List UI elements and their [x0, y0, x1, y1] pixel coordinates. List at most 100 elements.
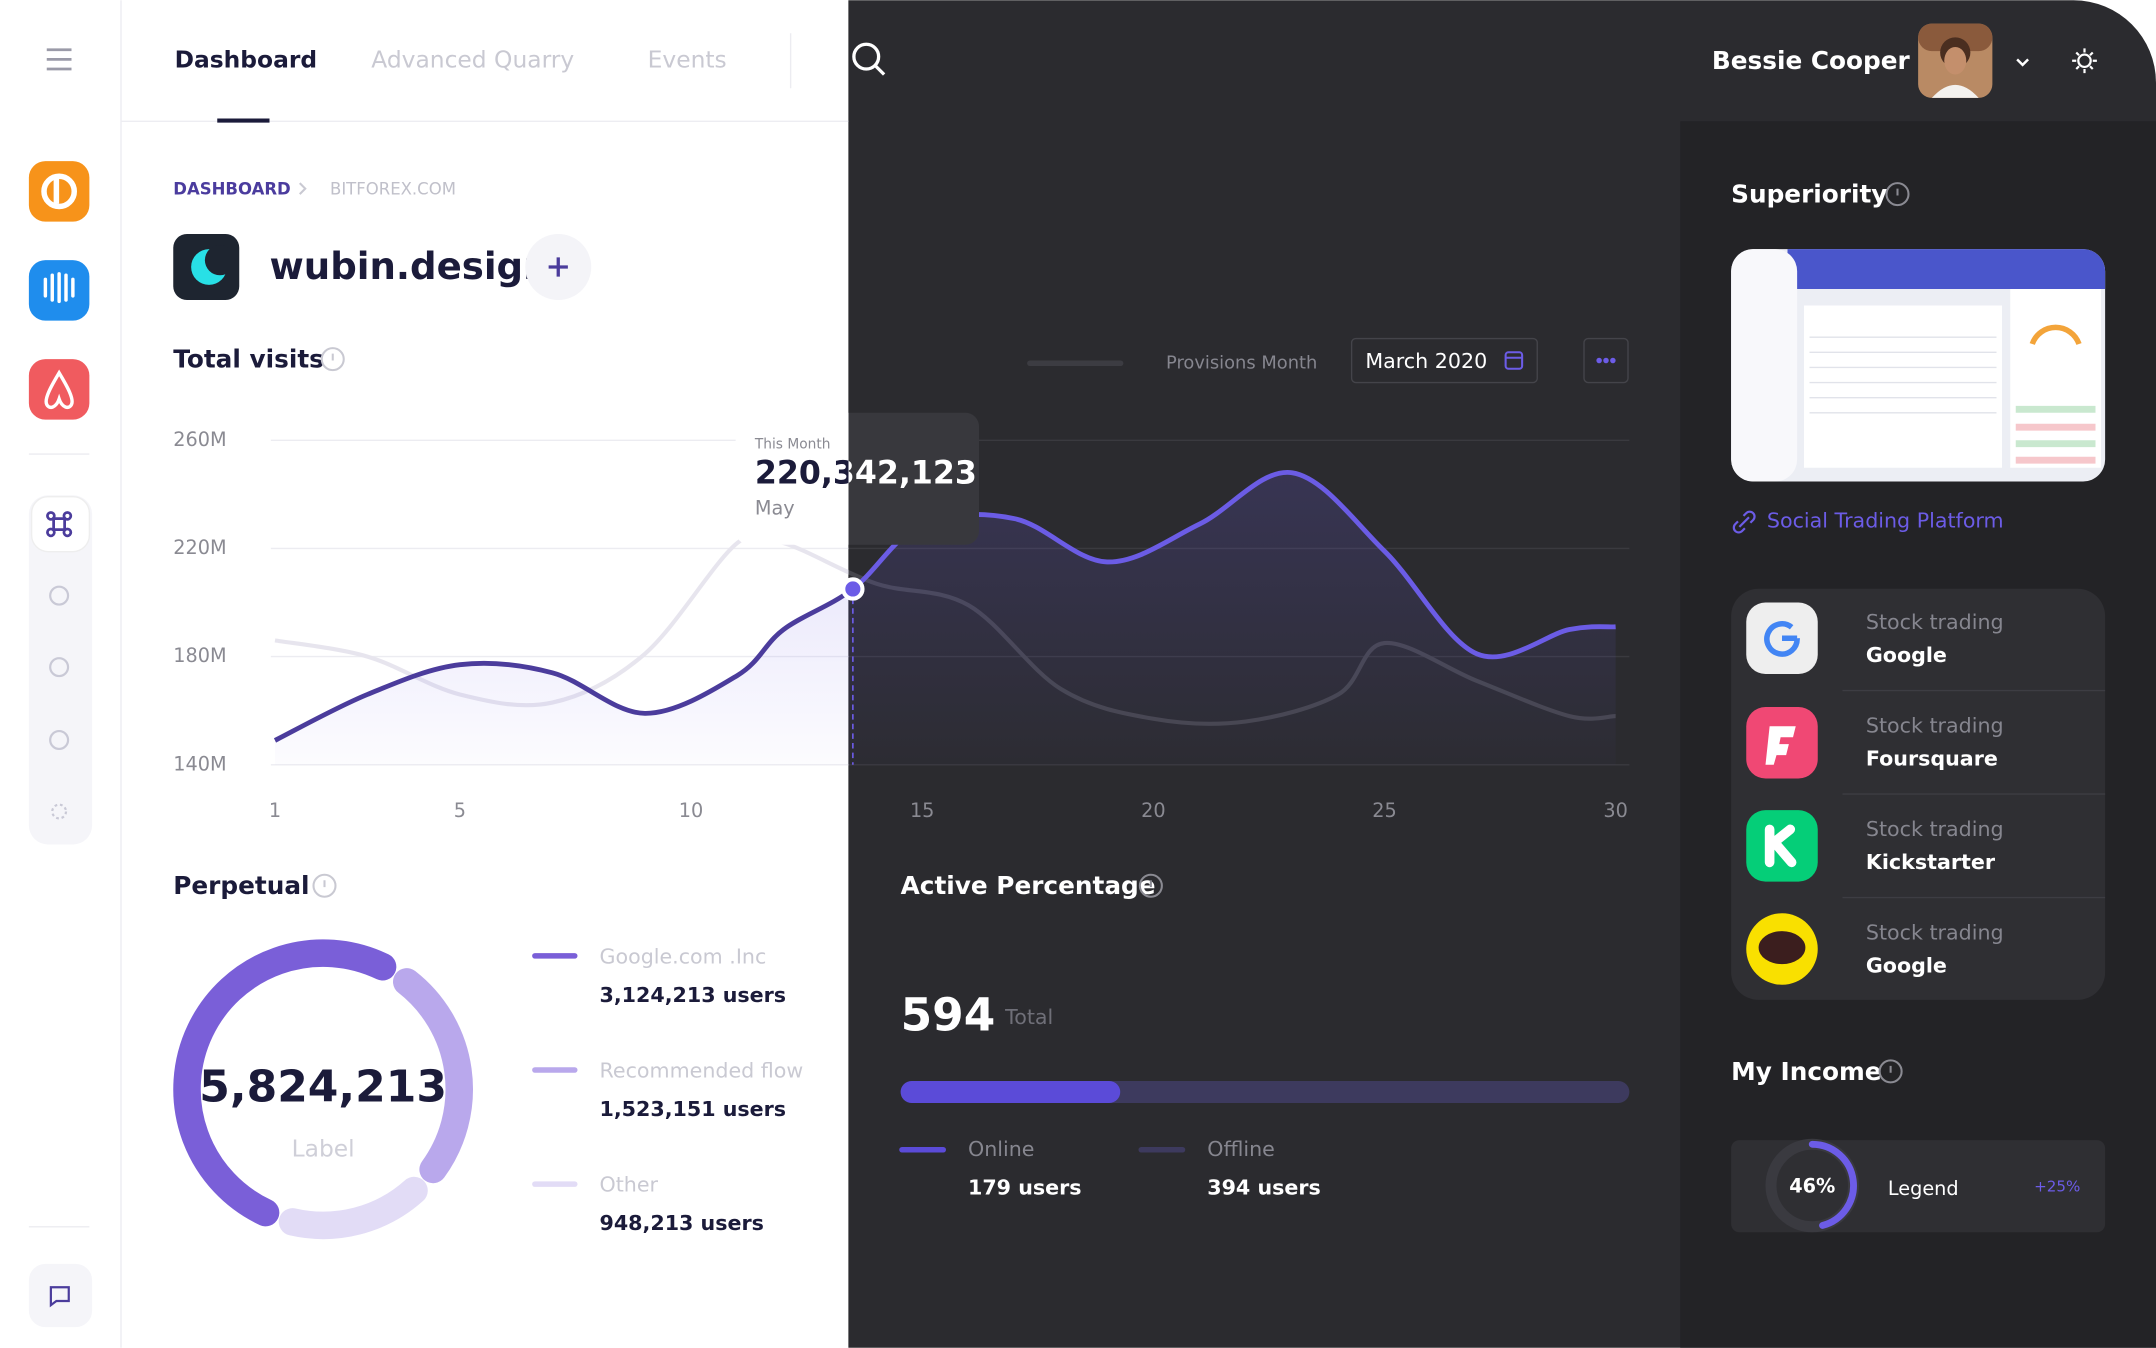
x-tick-label: 15: [910, 799, 935, 822]
section-title: Perpetual: [173, 871, 309, 900]
stock-label: Stock trading: [1866, 610, 2004, 634]
user-name[interactable]: Bessie Cooper: [1712, 46, 1911, 75]
command-icon[interactable]: [46, 511, 73, 538]
tool-active[interactable]: [30, 495, 91, 553]
date-value[interactable]: March 2020: [1365, 349, 1487, 373]
donut-segment: [278, 1176, 428, 1240]
donut-segment: [392, 968, 473, 1184]
legend-value: 1,523,151 users: [600, 1097, 787, 1121]
gauge-legend: Legend: [1888, 1177, 1959, 1200]
site-logo: [173, 234, 240, 300]
section-title: Total visits: [173, 345, 324, 374]
donut-label: Label: [292, 1134, 355, 1162]
theme-toggle[interactable]: [2072, 48, 2097, 74]
section-title: Superiority: [1731, 180, 1887, 209]
period-label: Provisions Month: [1166, 352, 1317, 373]
progress-fill: [900, 1081, 1121, 1103]
info-icon[interactable]: [312, 873, 337, 898]
stock-logo-mark: [1758, 931, 1806, 965]
donut-segment: [173, 939, 397, 1227]
breadcrumb-separator: [299, 182, 307, 195]
stock-logo-mark: [1765, 726, 1796, 765]
section-title: My Income: [1731, 1057, 1881, 1086]
stock-items: Stock trading Google Stock trading Foursqua…: [1746, 602, 2106, 985]
legend-value: 948,213 users: [600, 1211, 764, 1235]
tool-column: [28, 495, 93, 845]
section-title: Active Percentage: [901, 871, 1156, 900]
stock-item[interactable]: Stock trading Google: [1746, 913, 2004, 985]
chat-icon: [49, 1286, 70, 1308]
menu-button[interactable]: [46, 48, 72, 71]
intercom-app[interactable]: [28, 260, 90, 321]
info-icon[interactable]: [1138, 873, 1163, 898]
airbnb-app[interactable]: [28, 359, 90, 420]
stock-name: Google: [1866, 954, 1947, 978]
total-value: 594: [901, 988, 996, 1041]
stock-item[interactable]: Stock trading Foursquare: [1746, 707, 2106, 795]
bitcoin-app[interactable]: [28, 161, 90, 222]
platform-thumbnail[interactable]: [1731, 249, 2106, 482]
income-card: [1731, 1140, 2106, 1233]
calendar-icon: [1504, 351, 1524, 370]
info-icon[interactable]: [1885, 182, 1910, 207]
stock-logo-mark: [1764, 621, 1800, 657]
breadcrumb-item[interactable]: DASHBOARD: [173, 180, 291, 199]
avatar[interactable]: [1918, 23, 1993, 98]
x-tick-label: 30: [1603, 799, 1628, 822]
tab[interactable]: Dashboard: [175, 45, 317, 73]
stock-item[interactable]: Stock trading Google: [1746, 602, 2106, 692]
x-tick-label: 1: [269, 799, 281, 822]
add-button[interactable]: [525, 234, 592, 300]
y-tick-label: 260M: [173, 428, 226, 451]
info-icon[interactable]: [1878, 1059, 1903, 1084]
x-tick-label: 5: [454, 799, 466, 822]
x-tick-label: 10: [679, 799, 704, 822]
y-tick-label: 140M: [173, 752, 226, 775]
breadcrumb-item[interactable]: BITFOREX.COM: [330, 180, 456, 199]
stock-label: Stock trading: [1866, 714, 2004, 738]
user-menu-chevron[interactable]: [2016, 58, 2030, 67]
stock-logo: [1746, 707, 1818, 779]
site-name: wubin.design: [270, 245, 550, 288]
tab-underline: [217, 118, 270, 123]
stock-name: Kickstarter: [1866, 850, 1996, 874]
x-tick-label: 20: [1141, 799, 1166, 822]
donut-total: 5,824,213: [199, 1061, 447, 1112]
stock-label: Stock trading: [1866, 921, 2004, 945]
legend-value: 3,124,213 users: [600, 983, 787, 1007]
x-tick-label: 25: [1372, 799, 1397, 822]
hover-point: [841, 577, 865, 601]
legend-label: Online: [968, 1137, 1034, 1161]
donut-chart: Google.com .Inc 3,124,213 users Recommende…: [173, 939, 804, 1240]
tab[interactable]: Advanced Quarry: [371, 45, 574, 73]
total-label: Total: [1004, 1005, 1053, 1029]
date-picker[interactable]: [1350, 337, 1538, 384]
clock-icon[interactable]: [49, 657, 70, 678]
stock-name: Foursquare: [1866, 747, 1998, 771]
income-change: +25%: [2034, 1177, 2080, 1195]
info-icon[interactable]: [320, 347, 345, 372]
loader-icon[interactable]: [51, 803, 68, 820]
sidebar: [28, 48, 93, 1328]
chart-icon[interactable]: [49, 585, 70, 606]
y-tick-label: 220M: [173, 536, 226, 559]
more-icon: [1596, 357, 1616, 364]
platform-link[interactable]: Social Trading Platform: [1767, 508, 2004, 532]
chat-button[interactable]: [28, 1263, 93, 1328]
globe-icon[interactable]: [49, 729, 70, 751]
tab[interactable]: Events: [648, 45, 727, 73]
search-button[interactable]: [852, 42, 886, 76]
stock-item[interactable]: Stock trading Kickstarter: [1746, 810, 2106, 899]
gauge-chart: 46%: [1765, 1138, 1859, 1233]
more-button[interactable]: [1583, 337, 1629, 384]
legend-value: 394 users: [1207, 1175, 1321, 1199]
gauge-value: 46%: [1789, 1174, 1835, 1197]
tooltip-category: May: [755, 497, 795, 520]
link-icon: [1732, 510, 1756, 534]
legend-label: Recommended flow: [600, 1058, 804, 1082]
stock-label: Stock trading: [1866, 817, 2004, 841]
y-tick-label: 180M: [173, 644, 226, 667]
progress-chart: Online 179 users Offline 394 users: [899, 1081, 1630, 1199]
